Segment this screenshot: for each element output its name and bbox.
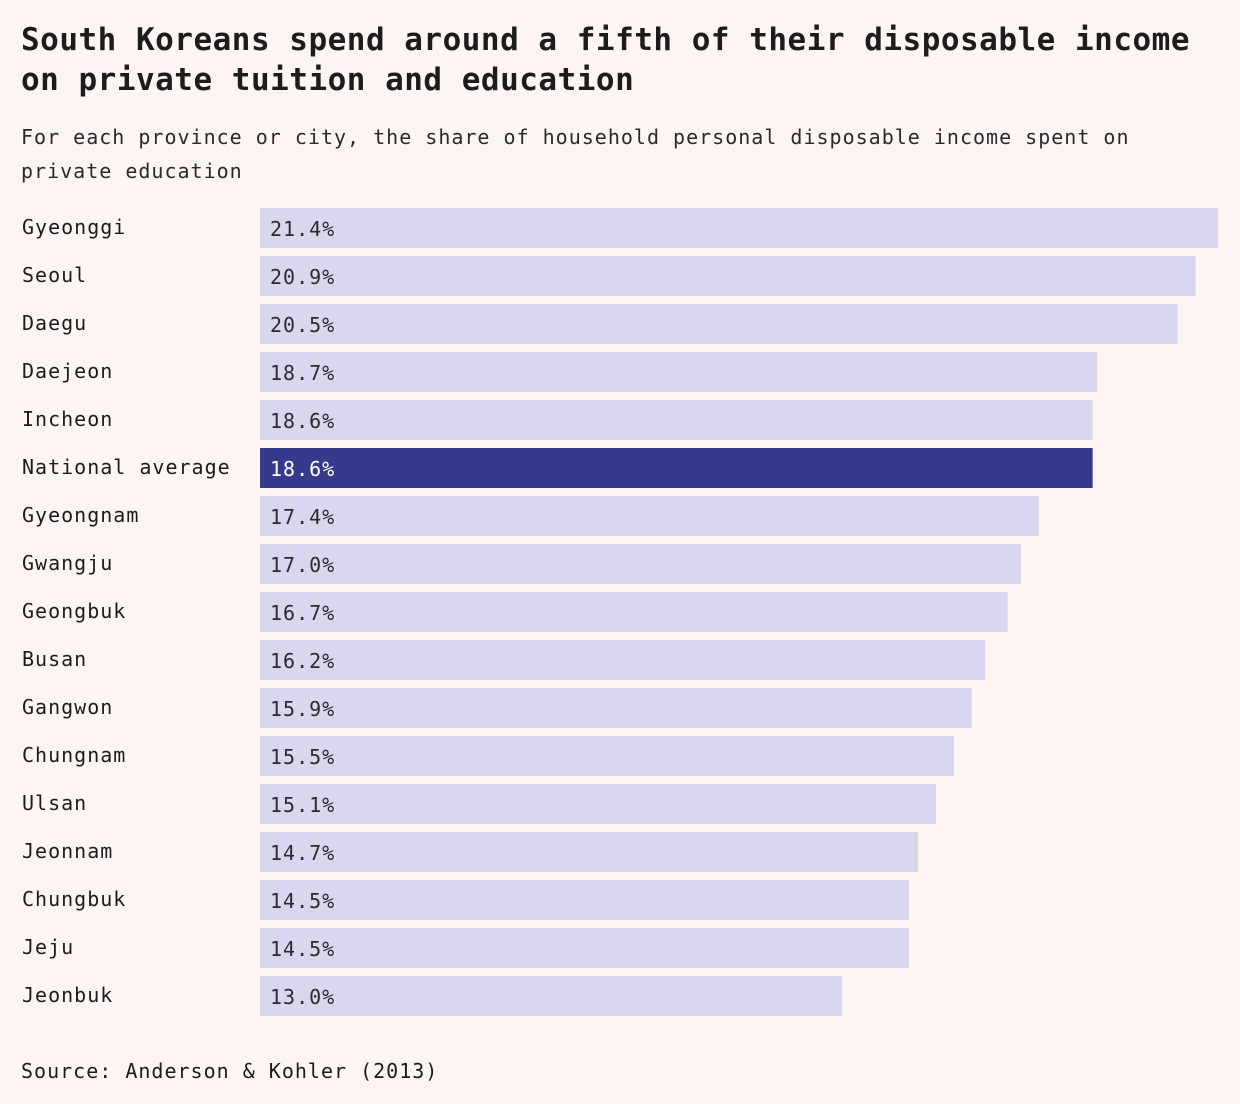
bar-row-gwangju: Gwangju 17.0% — [22, 544, 1022, 584]
chart-title: South Koreans spend around a fifth of th… — [21, 22, 1190, 98]
value-label: 15.9% — [270, 697, 335, 721]
bar — [260, 976, 842, 1016]
category-label: Chungnam — [22, 743, 126, 767]
value-label: 18.6% — [270, 457, 335, 481]
category-label: Geongbuk — [22, 599, 126, 623]
value-label: 17.0% — [270, 553, 335, 577]
category-label: Daegu — [22, 311, 87, 335]
bar — [260, 880, 910, 920]
value-label: 18.6% — [270, 409, 335, 433]
value-label: 15.5% — [270, 745, 335, 769]
value-label: 16.7% — [270, 601, 335, 625]
value-label: 20.9% — [270, 265, 335, 289]
bar-row-incheon: Incheon 18.6% — [22, 400, 1093, 440]
bar-row-ulsan: Ulsan 15.1% — [22, 784, 936, 824]
category-label: Daejeon — [22, 359, 113, 383]
bar — [260, 208, 1218, 248]
bar — [260, 592, 1008, 632]
category-label: Jeonbuk — [22, 983, 113, 1007]
category-label: Ulsan — [22, 791, 87, 815]
bar-row-daejeon: Daejeon 18.7% — [22, 352, 1098, 392]
bar — [260, 832, 919, 872]
bar-row-national-average: National average 18.6% — [22, 448, 1093, 488]
bar — [260, 688, 972, 728]
category-label: Incheon — [22, 407, 113, 431]
bar-highlight — [260, 448, 1093, 488]
bar — [260, 400, 1093, 440]
bar-row-gyeongnam: Gyeongnam 17.4% — [22, 496, 1039, 536]
category-label: Gangwon — [22, 695, 113, 719]
value-label: 17.4% — [270, 505, 335, 529]
chart-subtitle: For each province or city, the share of … — [21, 125, 1130, 183]
category-label: National average — [22, 455, 231, 479]
value-label: 13.0% — [270, 985, 335, 1009]
bar-row-seoul: Seoul 20.9% — [22, 256, 1196, 296]
bar — [260, 496, 1039, 536]
bar — [260, 304, 1178, 344]
bar-row-geongbuk: Geongbuk 16.7% — [22, 592, 1008, 632]
category-label: Gwangju — [22, 551, 113, 575]
bar-row-jeju: Jeju 14.5% — [22, 928, 910, 968]
bar — [260, 736, 954, 776]
category-label: Gyeongnam — [22, 503, 139, 527]
bar-row-chungbuk: Chungbuk 14.5% — [22, 880, 910, 920]
bar-chart: Gyeonggi 21.4% Seoul 20.9% Daegu 20.5% Daejeon… — [22, 208, 1218, 1016]
value-label: 15.1% — [270, 793, 335, 817]
value-label: 18.7% — [270, 361, 335, 385]
value-label: 14.5% — [270, 937, 335, 961]
bar-row-chungnam: Chungnam 15.5% — [22, 736, 954, 776]
bar-row-gyeonggi: Gyeonggi 21.4% — [22, 208, 1218, 248]
category-label: Chungbuk — [22, 887, 126, 911]
bar-row-daegu: Daegu 20.5% — [22, 304, 1178, 344]
bar — [260, 256, 1196, 296]
bar — [260, 928, 910, 968]
bar-row-jeonbuk: Jeonbuk 13.0% — [22, 976, 842, 1016]
value-label: 14.5% — [270, 889, 335, 913]
bar-row-busan: Busan 16.2% — [22, 640, 986, 680]
category-label: Jeonnam — [22, 839, 113, 863]
value-label: 21.4% — [270, 217, 335, 241]
bar — [260, 640, 986, 680]
value-label: 16.2% — [270, 649, 335, 673]
category-label: Seoul — [22, 263, 87, 287]
value-label: 14.7% — [270, 841, 335, 865]
bar — [260, 784, 936, 824]
source-note: Source: Anderson & Kohler (2013) — [21, 1059, 439, 1083]
category-label: Busan — [22, 647, 87, 671]
bar — [260, 544, 1022, 584]
bar — [260, 352, 1098, 392]
category-label: Jeju — [22, 935, 74, 959]
value-label: 20.5% — [270, 313, 335, 337]
bar-row-jeonnam: Jeonnam 14.7% — [22, 832, 919, 872]
category-label: Gyeonggi — [22, 215, 126, 239]
bar-row-gangwon: Gangwon 15.9% — [22, 688, 972, 728]
